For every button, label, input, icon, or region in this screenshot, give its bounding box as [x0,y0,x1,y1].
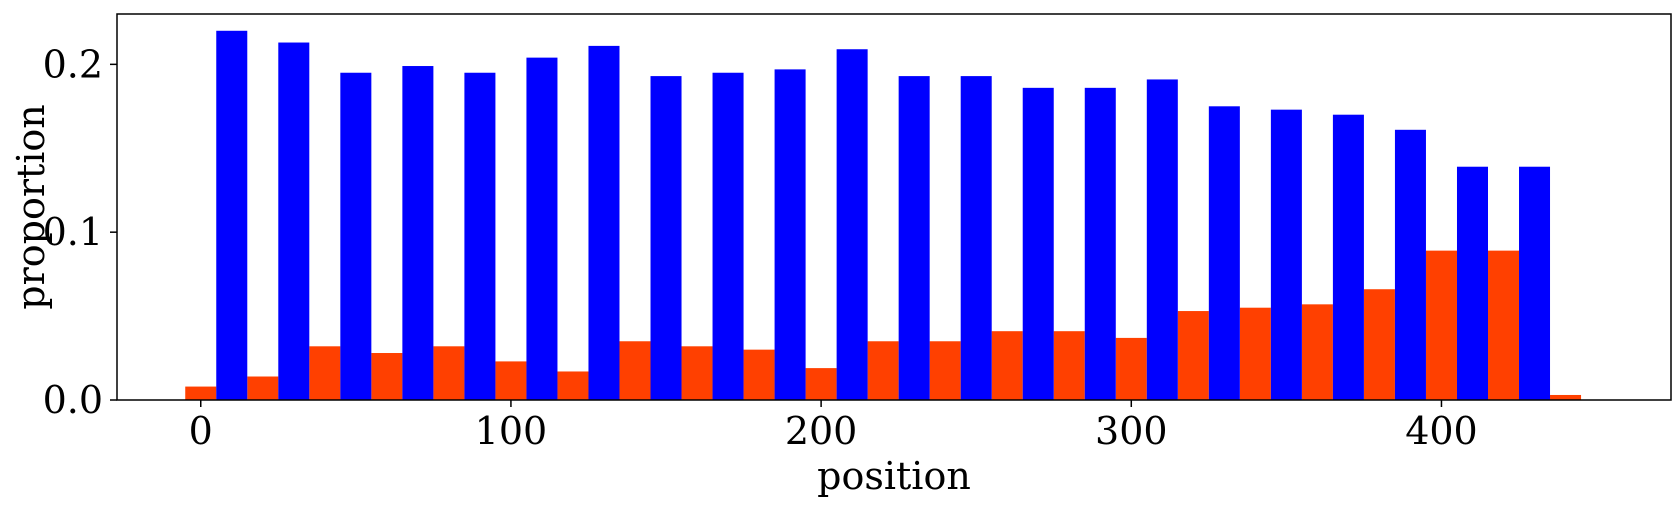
bar-series-1-bin-23 [1550,394,1582,400]
bar-series-1-bin-14 [991,331,1023,400]
x-tick-label: 0 [189,409,213,453]
bar-series-2-bin-12 [898,76,930,400]
bar-series-1-bin-18 [1239,307,1271,400]
bar-series-1-bin-8 [619,341,651,400]
bar-series-2-bin-4 [402,66,434,400]
bar-series-2-bin-19 [1332,114,1364,400]
bar-series-2-bin-17 [1208,106,1240,401]
bar-series-1-bin-21 [1425,250,1457,400]
y-tick-label: 0.0 [43,378,103,422]
x-tick-label: 200 [785,409,858,453]
bar-series-2-bin-1 [216,30,248,401]
y-tick-label: 0.2 [43,42,103,86]
bar-series-2-bin-2 [278,42,310,400]
bar-series-1-bin-4 [371,353,403,400]
y-axis-ticks: 0.0 0.1 0.2 [43,42,117,422]
bar-series-2-bin-15 [1084,87,1116,400]
x-axis-ticks: 0 100 200 300 400 [189,400,1478,453]
bar-series-2-bin-18 [1270,109,1302,400]
bar-series-2-bin-20 [1394,129,1426,401]
bar-series-1-bin-13 [929,341,961,400]
bar-series-2-bin-21 [1456,166,1488,400]
bar-series-1-bin-10 [743,349,775,400]
bar-series-2-bin-6 [526,57,558,400]
plot-frame [116,13,1672,401]
bar-series-1-bin-17 [1177,311,1209,400]
bar-series-1-bin-15 [1053,331,1085,400]
bar-series-2-bin-14 [1022,87,1054,400]
bar-series-1-bin-11 [805,368,837,400]
bar-series-1-bin-2 [247,376,279,400]
bar-series-1-bin-12 [867,341,899,400]
bar-series-2-bin-10 [774,69,806,400]
bar-series-1-bin-20 [1363,289,1395,400]
bar-series-1-bin-1 [185,386,217,400]
bar-series-1-bin-3 [309,346,341,400]
bar-series-2-bin-5 [464,72,496,401]
bar-series-1-bin-6 [495,361,527,400]
bar-series-2-bin-11 [836,49,868,401]
bar-series-2-bin-16 [1146,79,1178,400]
x-tick-label: 100 [475,409,548,453]
bar-series-1-bin-7 [557,371,589,400]
bar-series-2-bin-7 [588,45,620,400]
bar-series-2-bin-8 [650,76,682,400]
bar-series-2-bin-3 [340,72,372,401]
bar-series-2-bin-9 [712,72,744,401]
x-axis-label: position [817,454,971,498]
y-axis-label: proportion [9,104,53,310]
bar-series-2-bin-22 [1519,166,1551,400]
bar-series-1-bin-19 [1301,304,1333,400]
y-tick-label: 0.1 [43,210,103,254]
bar-series-1-bin-5 [433,346,465,400]
bar-series-1-bin-9 [681,346,713,400]
bar-series-1-bin-16 [1115,337,1147,400]
bars-layer [185,30,1582,401]
x-tick-label: 300 [1095,409,1168,453]
bar-series-1-bin-22 [1487,250,1520,400]
bar-series-2-bin-13 [960,76,992,400]
x-tick-label: 400 [1405,409,1478,453]
